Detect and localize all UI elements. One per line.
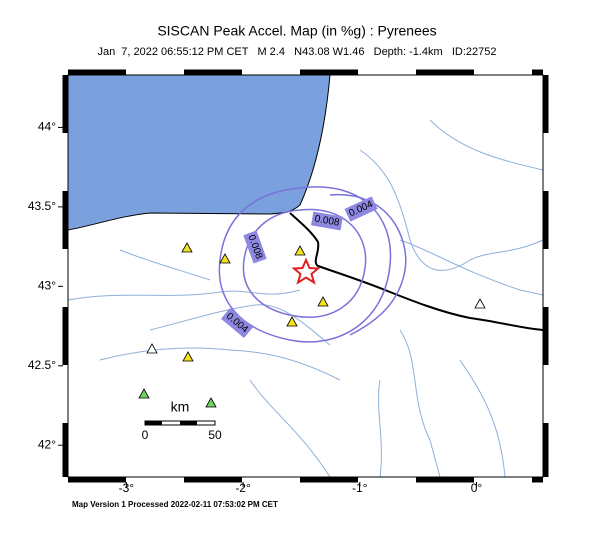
axes: -3° -2° -1° 0° 42° 42.5° 43° 43.5° 44° — [28, 120, 483, 496]
subtitle: Jan 7, 2022 06:55:12 PM CET M 2.4 N43.08… — [97, 46, 496, 58]
contour-label: 0.008 — [314, 214, 341, 229]
y-tick-label: 42° — [38, 437, 56, 451]
y-tick-label: 43.5° — [28, 199, 56, 213]
title: SISCAN Peak Accel. Map (in %g) : Pyrenee… — [157, 23, 436, 39]
map-body: 0.004 0.008 0.008 0.004 km 0 50 — [62, 69, 549, 483]
scale-end: 50 — [208, 428, 222, 442]
footer: Map Version 1 Processed 2022-02-11 07:53… — [72, 500, 278, 509]
x-tick-label: -1° — [352, 481, 368, 495]
frame — [67, 74, 544, 478]
scale-unit: km — [171, 399, 190, 415]
frame-border — [62, 69, 549, 483]
rivers — [67, 119, 544, 478]
y-tick-label: 43° — [38, 278, 56, 292]
ocean — [67, 74, 331, 231]
y-tick-label: 44° — [38, 120, 56, 134]
x-tick-label: 0° — [471, 481, 483, 495]
scale-start: 0 — [142, 428, 149, 442]
border — [289, 212, 544, 331]
epicenter — [291, 257, 321, 285]
stations — [138, 242, 486, 408]
scale-bar: km 0 50 — [142, 399, 222, 442]
contour-labels: 0.004 0.008 0.008 0.004 — [221, 196, 378, 339]
x-tick-label: -3° — [119, 481, 135, 495]
y-tick-label: 42.5° — [28, 358, 56, 372]
x-tick-label: -2° — [235, 481, 251, 495]
